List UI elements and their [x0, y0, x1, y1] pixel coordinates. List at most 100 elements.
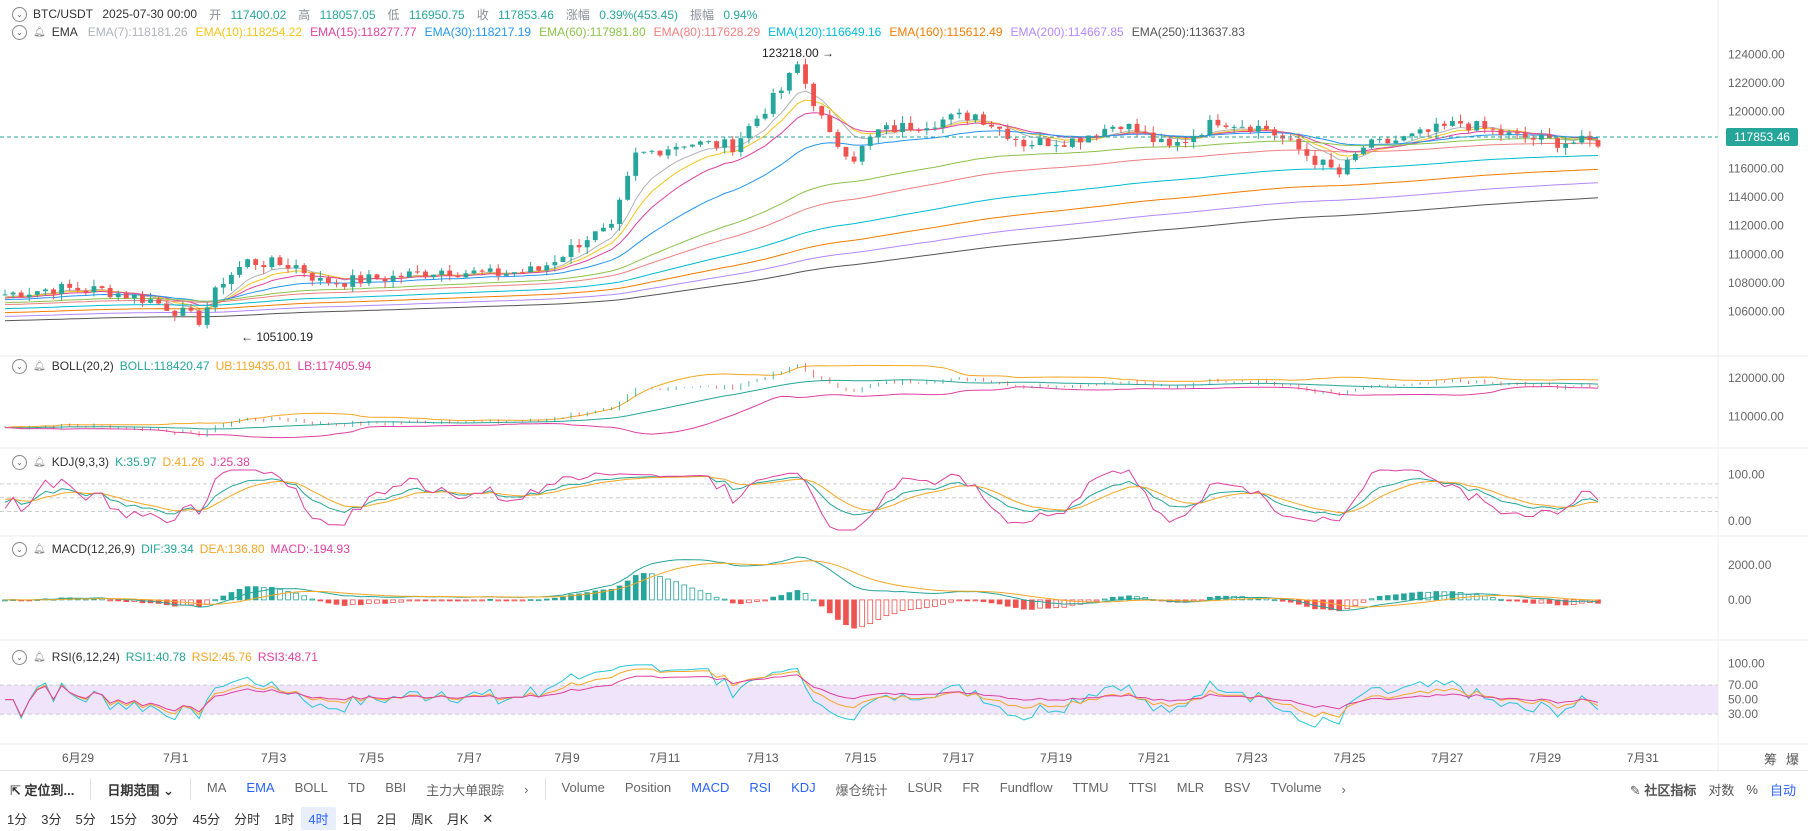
auto-scale-toggle[interactable]: 自动: [1769, 782, 1796, 798]
candle-body: [342, 283, 348, 287]
candle-body: [528, 266, 534, 273]
bell-icon[interactable]: 🔔︎: [33, 26, 46, 38]
chevron-right-icon[interactable]: ›: [1341, 781, 1346, 797]
macd-bar: [438, 599, 445, 602]
candle-body: [900, 122, 905, 133]
sub-indicator-8[interactable]: Fundflow: [999, 779, 1053, 795]
macd-bar: [341, 599, 348, 606]
date-range-button[interactable]: 日期范围 ⌄: [107, 782, 174, 798]
timeframe-1[interactable]: 3分: [41, 812, 62, 827]
main-indicator-1[interactable]: EMA: [246, 779, 275, 795]
chevron-down-icon[interactable]: ⌄: [12, 358, 27, 374]
bell-icon[interactable]: 🔔︎: [33, 651, 46, 663]
timeframe-4[interactable]: 30分: [151, 812, 179, 827]
macd-bar: [455, 599, 461, 602]
macd-bar: [552, 597, 558, 601]
edit-icon: ✎: [1629, 782, 1641, 798]
timeframe-3[interactable]: 15分: [109, 812, 138, 827]
chip-distribution-button[interactable]: 筹: [1764, 752, 1778, 767]
sub-indicator-9[interactable]: TTMU: [1072, 779, 1109, 795]
chevron-down-icon[interactable]: ⌄: [12, 24, 27, 40]
timeframe-7[interactable]: 1时: [274, 812, 295, 827]
macd-bar: [1069, 599, 1076, 606]
close-icon[interactable]: ✕: [482, 810, 494, 826]
main-indicator-0[interactable]: MA: [206, 779, 227, 795]
sub-indicator-11[interactable]: MLR: [1176, 779, 1205, 795]
macd-bar: [430, 599, 437, 602]
ema-legend-item: EMA(160):115612.49: [889, 25, 1003, 39]
sub-indicator-4[interactable]: KDJ: [791, 779, 816, 795]
candle-body: [1312, 155, 1318, 165]
macd-bar: [406, 599, 413, 602]
candle-body: [479, 270, 485, 272]
timeframe-5[interactable]: 45分: [192, 812, 221, 827]
candle-body: [778, 90, 784, 93]
timeframe-8[interactable]: 4时: [301, 807, 336, 830]
candle-body: [584, 240, 590, 248]
candle-body: [883, 125, 889, 130]
chevron-down-icon[interactable]: ⌄: [12, 6, 27, 22]
sub-indicator-12[interactable]: BSV: [1224, 779, 1251, 795]
sub-indicator-0[interactable]: Volume: [561, 779, 605, 795]
macd-bar: [932, 599, 938, 607]
timeframe-10[interactable]: 2日: [376, 812, 398, 827]
macd-bar: [762, 599, 768, 602]
candle-body: [18, 292, 24, 298]
x-tick-label: 7月29: [1528, 751, 1562, 765]
timeframe-12[interactable]: 月K: [446, 812, 469, 827]
timeframe-9[interactable]: 1日: [342, 812, 363, 827]
sub-indicator-5[interactable]: 爆仓统计: [835, 782, 888, 798]
candle-body: [827, 115, 833, 133]
bell-icon[interactable]: 🔔︎: [33, 360, 46, 372]
timeframe-2[interactable]: 5分: [75, 812, 96, 827]
sub-indicator-7[interactable]: FR: [962, 779, 980, 795]
timeframe-11[interactable]: 周K: [411, 812, 433, 827]
ema-legend-item: EMA(15):118277.77: [310, 25, 417, 39]
chevron-down-icon[interactable]: ⌄: [12, 454, 27, 470]
macd-bar: [252, 586, 259, 601]
macd-bar: [1271, 599, 1278, 602]
sub-indicator-1[interactable]: Position: [624, 779, 672, 795]
main-indicator-4[interactable]: BBI: [385, 779, 407, 795]
x-tick-label: 7月3: [260, 751, 287, 765]
sub-indicator-3[interactable]: RSI: [749, 779, 772, 795]
chevron-down-icon[interactable]: ⌄: [12, 541, 27, 557]
sub-indicator-10[interactable]: TTSI: [1128, 779, 1157, 795]
timeframe-bar: 1分 3分 5分 15分 30分 45分 分时 1时 4时 1日 2日 周K 月K ✕: [0, 806, 1808, 831]
main-indicator-5[interactable]: 主力大单跟踪: [426, 782, 505, 798]
bell-icon[interactable]: 🔔︎: [33, 456, 46, 468]
bell-icon[interactable]: 🔔︎: [33, 543, 46, 555]
candle-body: [1336, 167, 1342, 175]
macd-bar: [527, 599, 534, 601]
timeframe-6[interactable]: 分时: [234, 812, 261, 827]
rsi-band: [0, 685, 1718, 715]
percent-scale-toggle[interactable]: %: [1746, 781, 1758, 797]
locate-button[interactable]: ⇱ 定位到...: [10, 782, 75, 798]
chevron-down-icon[interactable]: ⌄: [12, 649, 27, 665]
liquidation-button[interactable]: 爆: [1786, 752, 1800, 767]
candle-body: [293, 265, 299, 269]
community-indicators-button[interactable]: ✎ 社区指标: [1629, 782, 1697, 798]
main-indicator-3[interactable]: TD: [347, 779, 366, 795]
candle-body: [722, 139, 728, 148]
macd-bar: [689, 587, 696, 601]
x-tick-label: 7月23: [1235, 751, 1268, 765]
candle-body: [1571, 142, 1577, 144]
macd-bar: [1481, 595, 1488, 601]
macd-bar: [390, 599, 396, 603]
candle-body: [1352, 153, 1358, 161]
log-scale-toggle[interactable]: 对数: [1708, 782, 1735, 798]
candle-body: [1409, 133, 1415, 137]
candle-body: [1134, 123, 1140, 133]
main-indicator-2[interactable]: BOLL: [294, 779, 328, 795]
sub-indicator-2[interactable]: MACD: [691, 779, 730, 795]
macd-bar: [269, 587, 275, 601]
sub-indicator-13[interactable]: TVolume: [1270, 779, 1322, 795]
price-axis-label: 122000.00: [1728, 76, 1785, 90]
candle-body: [212, 287, 218, 308]
chevron-right-icon[interactable]: ›: [524, 781, 529, 797]
timeframe-0[interactable]: 1分: [7, 812, 28, 827]
sub-indicator-6[interactable]: LSUR: [907, 779, 943, 795]
macd-bar: [810, 599, 817, 602]
macd-bar: [859, 599, 865, 628]
